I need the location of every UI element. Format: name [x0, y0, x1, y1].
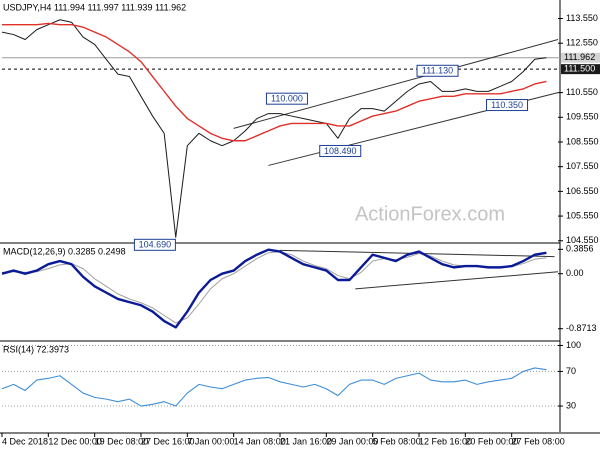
y-tick-label: 110.550 [566, 87, 598, 97]
trendline [279, 249, 555, 258]
annotation-label: 104.690 [139, 240, 172, 250]
annotation-box [416, 64, 459, 77]
price-label-box [561, 52, 600, 63]
x-tick-label: 5 Feb 08:00 [373, 436, 421, 446]
annotation-label: 111.130 [422, 66, 453, 76]
x-tick-label: 7 Jan 00:00 [187, 436, 234, 446]
x-tick-label: 4 Dec 2018 [2, 436, 48, 446]
y-tick-label: 0.00 [566, 268, 584, 278]
x-tick-label: 12 Dec 00:00 [48, 436, 102, 446]
x-tick-label: 21 Jan 16:00 [280, 436, 332, 446]
series-line [2, 22, 547, 142]
trendline [355, 271, 559, 290]
series-line [1, 19, 547, 238]
y-tick-label: 0.3856 [566, 244, 594, 254]
series-line [1, 251, 547, 324]
annotation-box [319, 144, 362, 157]
panel-title: RSI(14) 72.3973 [3, 344, 69, 354]
y-tick-label: 100 [566, 340, 581, 350]
y-tick-label: 104.550 [566, 235, 599, 245]
y-tick-label: 112.550 [566, 38, 598, 48]
price-label: 111.500 [564, 64, 595, 74]
annotation-label: 110.350 [491, 100, 523, 110]
y-tick-label: 105.550 [566, 210, 599, 220]
watermark: ActionForex.com [355, 203, 505, 225]
series-line [1, 367, 547, 407]
x-tick-label: 27 Feb 08:00 [512, 436, 565, 446]
annotation-label: 108.490 [324, 146, 357, 156]
x-tick-label: 20 Feb 00:00 [465, 436, 518, 446]
x-tick-label: 19 Dec 08:00 [95, 436, 149, 446]
x-tick-label: 12 Feb 16:00 [419, 436, 472, 446]
y-tick-label: -0.8713 [566, 323, 597, 333]
annotation-label: 110.000 [271, 94, 303, 104]
annotation-box [133, 238, 176, 251]
x-tick-label: 27 Dec 16:00 [141, 436, 195, 446]
y-tick-label: 107.550 [566, 161, 599, 171]
price-label-box [561, 64, 600, 75]
annotation-box [265, 92, 308, 105]
y-tick-label: 109.550 [566, 112, 599, 122]
y-tick-label: 108.550 [566, 136, 599, 146]
price-label: 111.962 [564, 52, 595, 62]
annotation-box [486, 99, 529, 112]
y-tick-label: 70 [566, 366, 576, 376]
x-tick-label: 14 Jan 08:00 [234, 436, 286, 446]
y-tick-label: 106.550 [566, 186, 599, 196]
x-tick-label: 29 Jan 00:00 [326, 436, 378, 446]
y-tick-label: 30 [566, 400, 576, 410]
panel-title: USDJPY,H4 111.994 111.997 111.939 111.96… [3, 2, 186, 12]
trendline [233, 39, 559, 129]
panel-title: MACD(12,26,9) 0.3285 0.2498 [3, 246, 126, 256]
series-line [1, 248, 547, 329]
y-tick-label: 113.550 [566, 13, 598, 23]
